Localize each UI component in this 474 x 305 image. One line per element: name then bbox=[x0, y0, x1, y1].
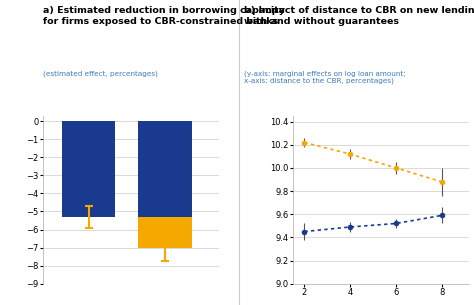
Legend: Exposed firms, Exposed firms with single bank relationships: Exposed firms, Exposed firms with single… bbox=[46, 74, 232, 94]
Bar bbox=[62, 121, 116, 217]
Legend: No-guarantees, Guarantees: No-guarantees, Guarantees bbox=[248, 74, 315, 94]
Text: (estimated effect, percentages): (estimated effect, percentages) bbox=[43, 70, 157, 77]
Bar bbox=[138, 217, 192, 248]
Text: (y-axis: marginal effects on log loan amount;
x-axis: distance to the CBR, perce: (y-axis: marginal effects on log loan am… bbox=[244, 70, 406, 84]
Bar bbox=[138, 121, 192, 217]
Text: b) Impact of distance to CBR on new lending
with and without guarantees: b) Impact of distance to CBR on new lend… bbox=[244, 6, 474, 26]
Text: a) Estimated reduction in borrowing capacity
for firms exposed to CBR-constraine: a) Estimated reduction in borrowing capa… bbox=[43, 6, 285, 26]
